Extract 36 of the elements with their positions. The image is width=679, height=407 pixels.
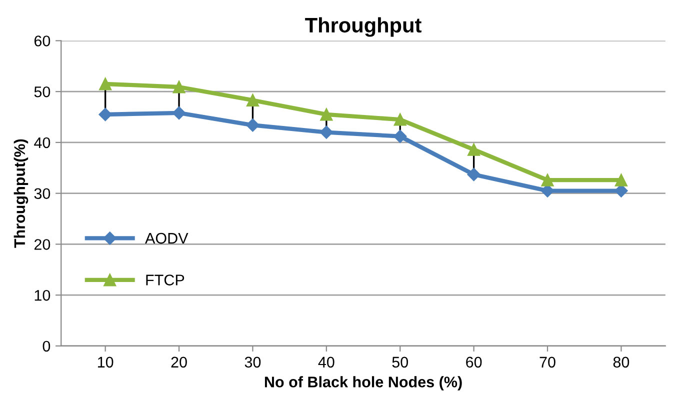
point [172, 80, 186, 94]
x-tick-label: 40 [318, 356, 334, 368]
point [246, 118, 260, 132]
x-tick-label: 80 [613, 356, 630, 368]
x-tick-label: 50 [392, 356, 408, 368]
point [394, 130, 407, 143]
legend-label: FTCP [146, 274, 184, 286]
x-tick-label: 10 [98, 356, 114, 368]
point [246, 94, 259, 106]
y-tick-label: 50 [34, 86, 50, 98]
x-axis-title: No of Black hole Nodes (%) [264, 376, 462, 390]
point [468, 143, 480, 156]
x-tick-label: 70 [540, 356, 556, 368]
y-tick-label: 0 [42, 340, 50, 352]
x-tick-label: 20 [171, 356, 187, 368]
point [98, 108, 112, 122]
x-tick-label: 30 [244, 356, 261, 368]
chart-title: Throughput [305, 17, 422, 37]
legend-label: AODV [145, 232, 188, 244]
point [467, 168, 480, 182]
point [614, 174, 628, 186]
point [99, 78, 112, 90]
y-tick-label: 40 [34, 137, 50, 148]
y-tick-label: 60 [34, 36, 50, 46]
y-tick-label: 10 [34, 290, 50, 301]
y-axis-title: Throughput(%) [14, 139, 28, 248]
point [172, 106, 186, 120]
y-tick-label: 20 [34, 239, 50, 250]
point [614, 184, 628, 198]
point [540, 184, 554, 198]
y-tick-label: 30 [34, 188, 50, 200]
point [320, 108, 333, 121]
point [394, 113, 406, 126]
x-tick-label: 60 [466, 356, 482, 368]
point [541, 174, 554, 186]
point [320, 126, 334, 139]
